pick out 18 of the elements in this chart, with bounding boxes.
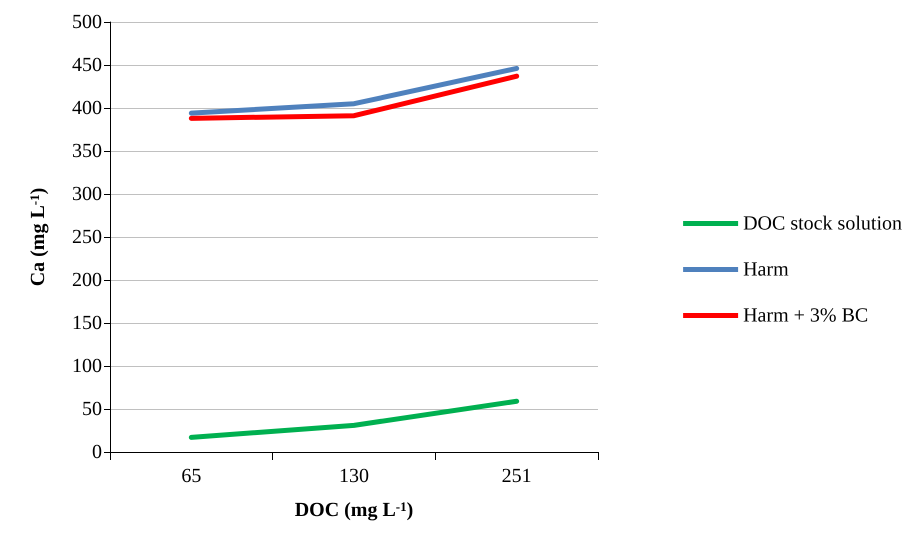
y-tick-label: 400 [72,97,102,119]
y-tick-label: 350 [72,140,102,162]
x-tick-label: 251 [502,465,532,487]
x-tick-label: 130 [339,465,369,487]
y-axis-title: Ca (mg L-1) [27,188,49,286]
y-tick-label: 100 [72,355,102,377]
legend-label: DOC stock solution [743,212,902,234]
x-tick-label: 65 [181,465,202,487]
legend-label: Harm + 3% BC [743,304,868,326]
y-tick-label: 250 [72,226,102,248]
legend-label: Harm [743,258,790,280]
y-tick-label: 0 [92,441,102,463]
y-tick-label: 300 [72,183,102,205]
y-tick-label: 200 [72,269,102,291]
y-tick-label: 50 [82,398,102,420]
y-tick-label: 450 [72,54,102,76]
y-tick-label: 150 [72,312,102,334]
y-tick-label: 500 [72,11,102,33]
